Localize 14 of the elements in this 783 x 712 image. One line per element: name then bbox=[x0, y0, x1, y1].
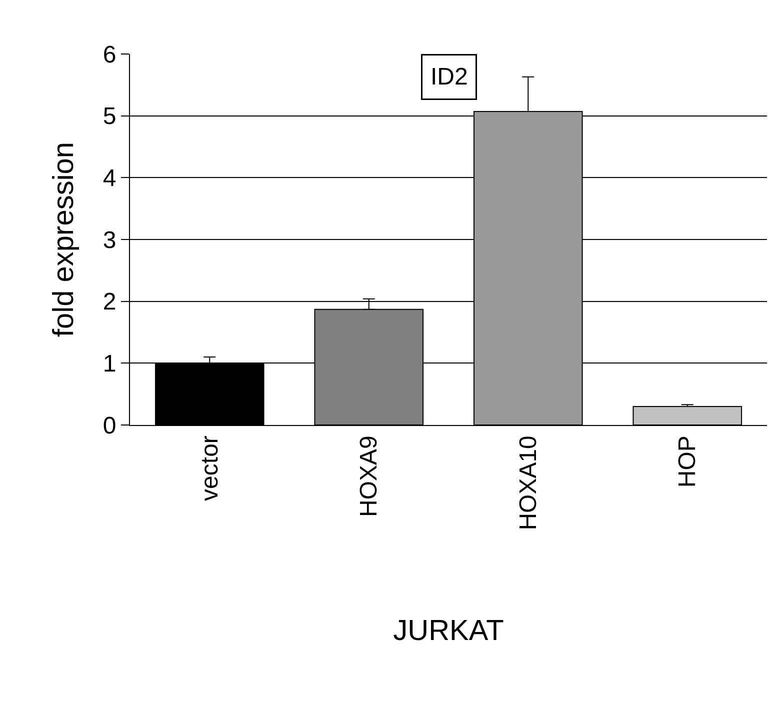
chart-title: ID2 bbox=[430, 64, 468, 90]
y-axis-title: fold expression bbox=[48, 142, 80, 338]
y-tick-label: 1 bbox=[102, 350, 116, 378]
x-tick-label: vector bbox=[196, 436, 224, 501]
y-tick-label: 3 bbox=[102, 226, 116, 254]
x-tick-label: HOP bbox=[674, 436, 702, 488]
y-tick-label: 0 bbox=[102, 412, 116, 440]
x-tick-label: HOXA9 bbox=[356, 436, 383, 517]
y-tick-label: 5 bbox=[102, 103, 116, 130]
x-tick-label: HOXA10 bbox=[514, 436, 542, 530]
y-tick-label: 4 bbox=[102, 165, 116, 192]
y-tick-label: 6 bbox=[102, 41, 116, 68]
y-tick-label: 2 bbox=[102, 288, 116, 316]
x-axis-title: JURKAT bbox=[393, 615, 504, 648]
